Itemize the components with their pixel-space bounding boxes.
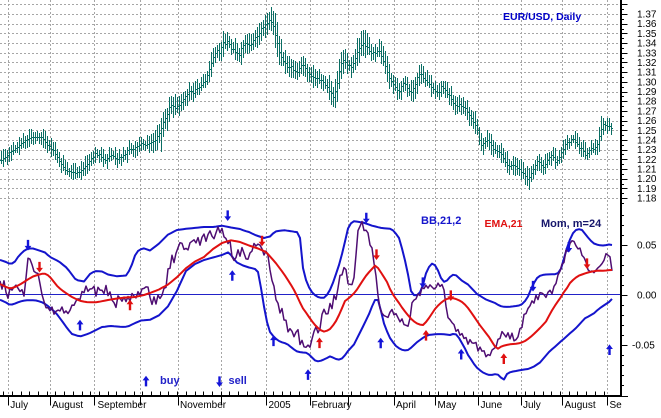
svg-text:1.27: 1.27 xyxy=(637,106,657,117)
svg-text:September: September xyxy=(98,400,148,411)
svg-text:-0.05: -0.05 xyxy=(632,341,655,352)
svg-text:1.22: 1.22 xyxy=(637,155,657,166)
svg-text:1.29: 1.29 xyxy=(637,87,657,98)
svg-text:1.37: 1.37 xyxy=(637,10,657,21)
svg-text:1.34: 1.34 xyxy=(637,39,657,50)
svg-text:1.24: 1.24 xyxy=(637,136,657,147)
svg-text:1.28: 1.28 xyxy=(637,97,657,108)
svg-text:0.05: 0.05 xyxy=(637,241,657,252)
svg-text:1.30: 1.30 xyxy=(637,77,657,88)
svg-text:May: May xyxy=(438,400,457,411)
svg-text:August: August xyxy=(52,400,83,411)
svg-text:1.18: 1.18 xyxy=(637,194,657,205)
svg-text:Mom, m=24: Mom, m=24 xyxy=(541,218,602,230)
svg-text:EMA,21: EMA,21 xyxy=(485,218,523,230)
svg-text:2005: 2005 xyxy=(269,400,292,411)
svg-text:1.26: 1.26 xyxy=(637,116,657,127)
svg-text:Se: Se xyxy=(610,400,623,411)
svg-text:April: April xyxy=(396,400,416,411)
svg-text:buy: buy xyxy=(160,375,180,387)
svg-text:EUR/USD, Daily: EUR/USD, Daily xyxy=(503,11,581,23)
svg-text:1.33: 1.33 xyxy=(637,48,657,59)
svg-text:1.32: 1.32 xyxy=(637,58,657,69)
svg-text:November: November xyxy=(180,400,227,411)
svg-text:1.31: 1.31 xyxy=(637,68,657,79)
svg-text:1.20: 1.20 xyxy=(637,174,657,185)
svg-text:July: July xyxy=(523,400,541,411)
svg-text:1.21: 1.21 xyxy=(637,165,657,176)
svg-text:BB,21,2: BB,21,2 xyxy=(421,215,461,227)
svg-text:1.23: 1.23 xyxy=(637,145,657,156)
svg-text:1.19: 1.19 xyxy=(637,184,657,195)
svg-text:July: July xyxy=(10,400,28,411)
svg-text:August: August xyxy=(565,400,596,411)
svg-text:1.36: 1.36 xyxy=(637,19,657,30)
svg-text:0.00: 0.00 xyxy=(637,291,657,302)
svg-text:1.25: 1.25 xyxy=(637,126,657,137)
svg-text:June: June xyxy=(481,400,503,411)
svg-text:sell: sell xyxy=(229,375,247,387)
svg-text:1.35: 1.35 xyxy=(637,29,657,40)
svg-text:February: February xyxy=(312,400,352,411)
